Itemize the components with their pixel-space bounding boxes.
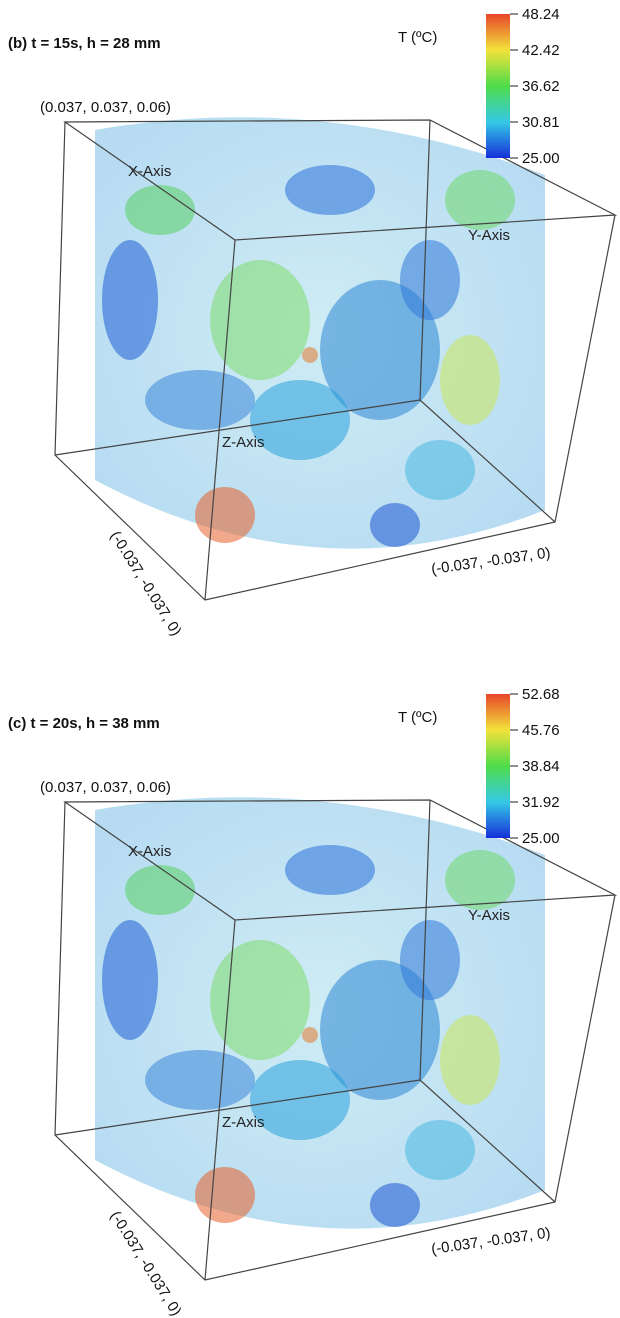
volume-blob (370, 1183, 420, 1227)
figure: (b) t = 15s, h = 28 mm T (ºC) 48.24 42.42 36… (0, 0, 620, 1318)
page: {"panels": [ {"title": "(b) t = 15s, h =… (0, 0, 620, 1318)
volume-blob (445, 170, 515, 230)
volume-blob (195, 487, 255, 543)
corner-top: (0.037, 0.037, 0.06) (40, 779, 171, 796)
volume-blob (250, 1060, 350, 1140)
corner-top: (0.037, 0.037, 0.06) (40, 99, 171, 116)
colorbar-label: 31.92 (522, 794, 560, 811)
colorbar-label: 48.24 (522, 6, 560, 23)
colorbar-label: 45.76 (522, 722, 560, 739)
volume-blob (250, 380, 350, 460)
volume-blob (125, 865, 195, 915)
panel: (c) t = 20s, h = 38 mm T (ºC) 52.68 45.76 38… (8, 686, 615, 1318)
volume-blob (125, 185, 195, 235)
colorbar (486, 694, 510, 838)
volume-blob (370, 503, 420, 547)
volume-blob (405, 1120, 475, 1180)
volume-blob (400, 920, 460, 1000)
volume-blob (405, 440, 475, 500)
colorbar-label: 30.81 (522, 114, 560, 131)
corner-right: (-0.037, -0.037, 0) (430, 1224, 551, 1258)
corner-left: (-0.037, -0.037, 0) (107, 528, 185, 639)
volume-blob (102, 920, 158, 1040)
volume-blob (195, 1167, 255, 1223)
volume-blob (285, 165, 375, 215)
axis-label: Z-Axis (222, 1114, 265, 1131)
colorbar (486, 14, 510, 158)
volume-blob (440, 1015, 500, 1105)
volume-blob (145, 1050, 255, 1110)
volume-blob (445, 850, 515, 910)
colorbar-label: 52.68 (522, 686, 560, 703)
colorbar-label: 36.62 (522, 78, 560, 95)
panel: (b) t = 15s, h = 28 mm T (ºC) 48.24 42.42 36… (8, 6, 615, 639)
volume-blob (302, 1027, 318, 1043)
volume-blob (302, 347, 318, 363)
panel-title: (c) t = 20s, h = 38 mm (8, 715, 160, 732)
axis-label: X-Axis (128, 843, 171, 860)
axis-label: Z-Axis (222, 434, 265, 451)
colorbar-label: 25.00 (522, 150, 560, 167)
volume-blob (400, 240, 460, 320)
volume-blob (145, 370, 255, 430)
legend-title: T (ºC) (398, 709, 437, 726)
volume-blob (102, 240, 158, 360)
volume-blob (440, 335, 500, 425)
panel-title: (b) t = 15s, h = 28 mm (8, 35, 161, 52)
corner-left: (-0.037, -0.037, 0) (107, 1208, 185, 1318)
colorbar-label: 38.84 (522, 758, 560, 775)
axis-label: Y-Axis (468, 227, 510, 244)
colorbar-label: 25.00 (522, 830, 560, 847)
axis-label: X-Axis (128, 163, 171, 180)
axis-label: Y-Axis (468, 907, 510, 924)
legend-title: T (ºC) (398, 29, 437, 46)
volume-blob (285, 845, 375, 895)
colorbar-label: 42.42 (522, 42, 560, 59)
corner-right: (-0.037, -0.037, 0) (430, 544, 551, 578)
